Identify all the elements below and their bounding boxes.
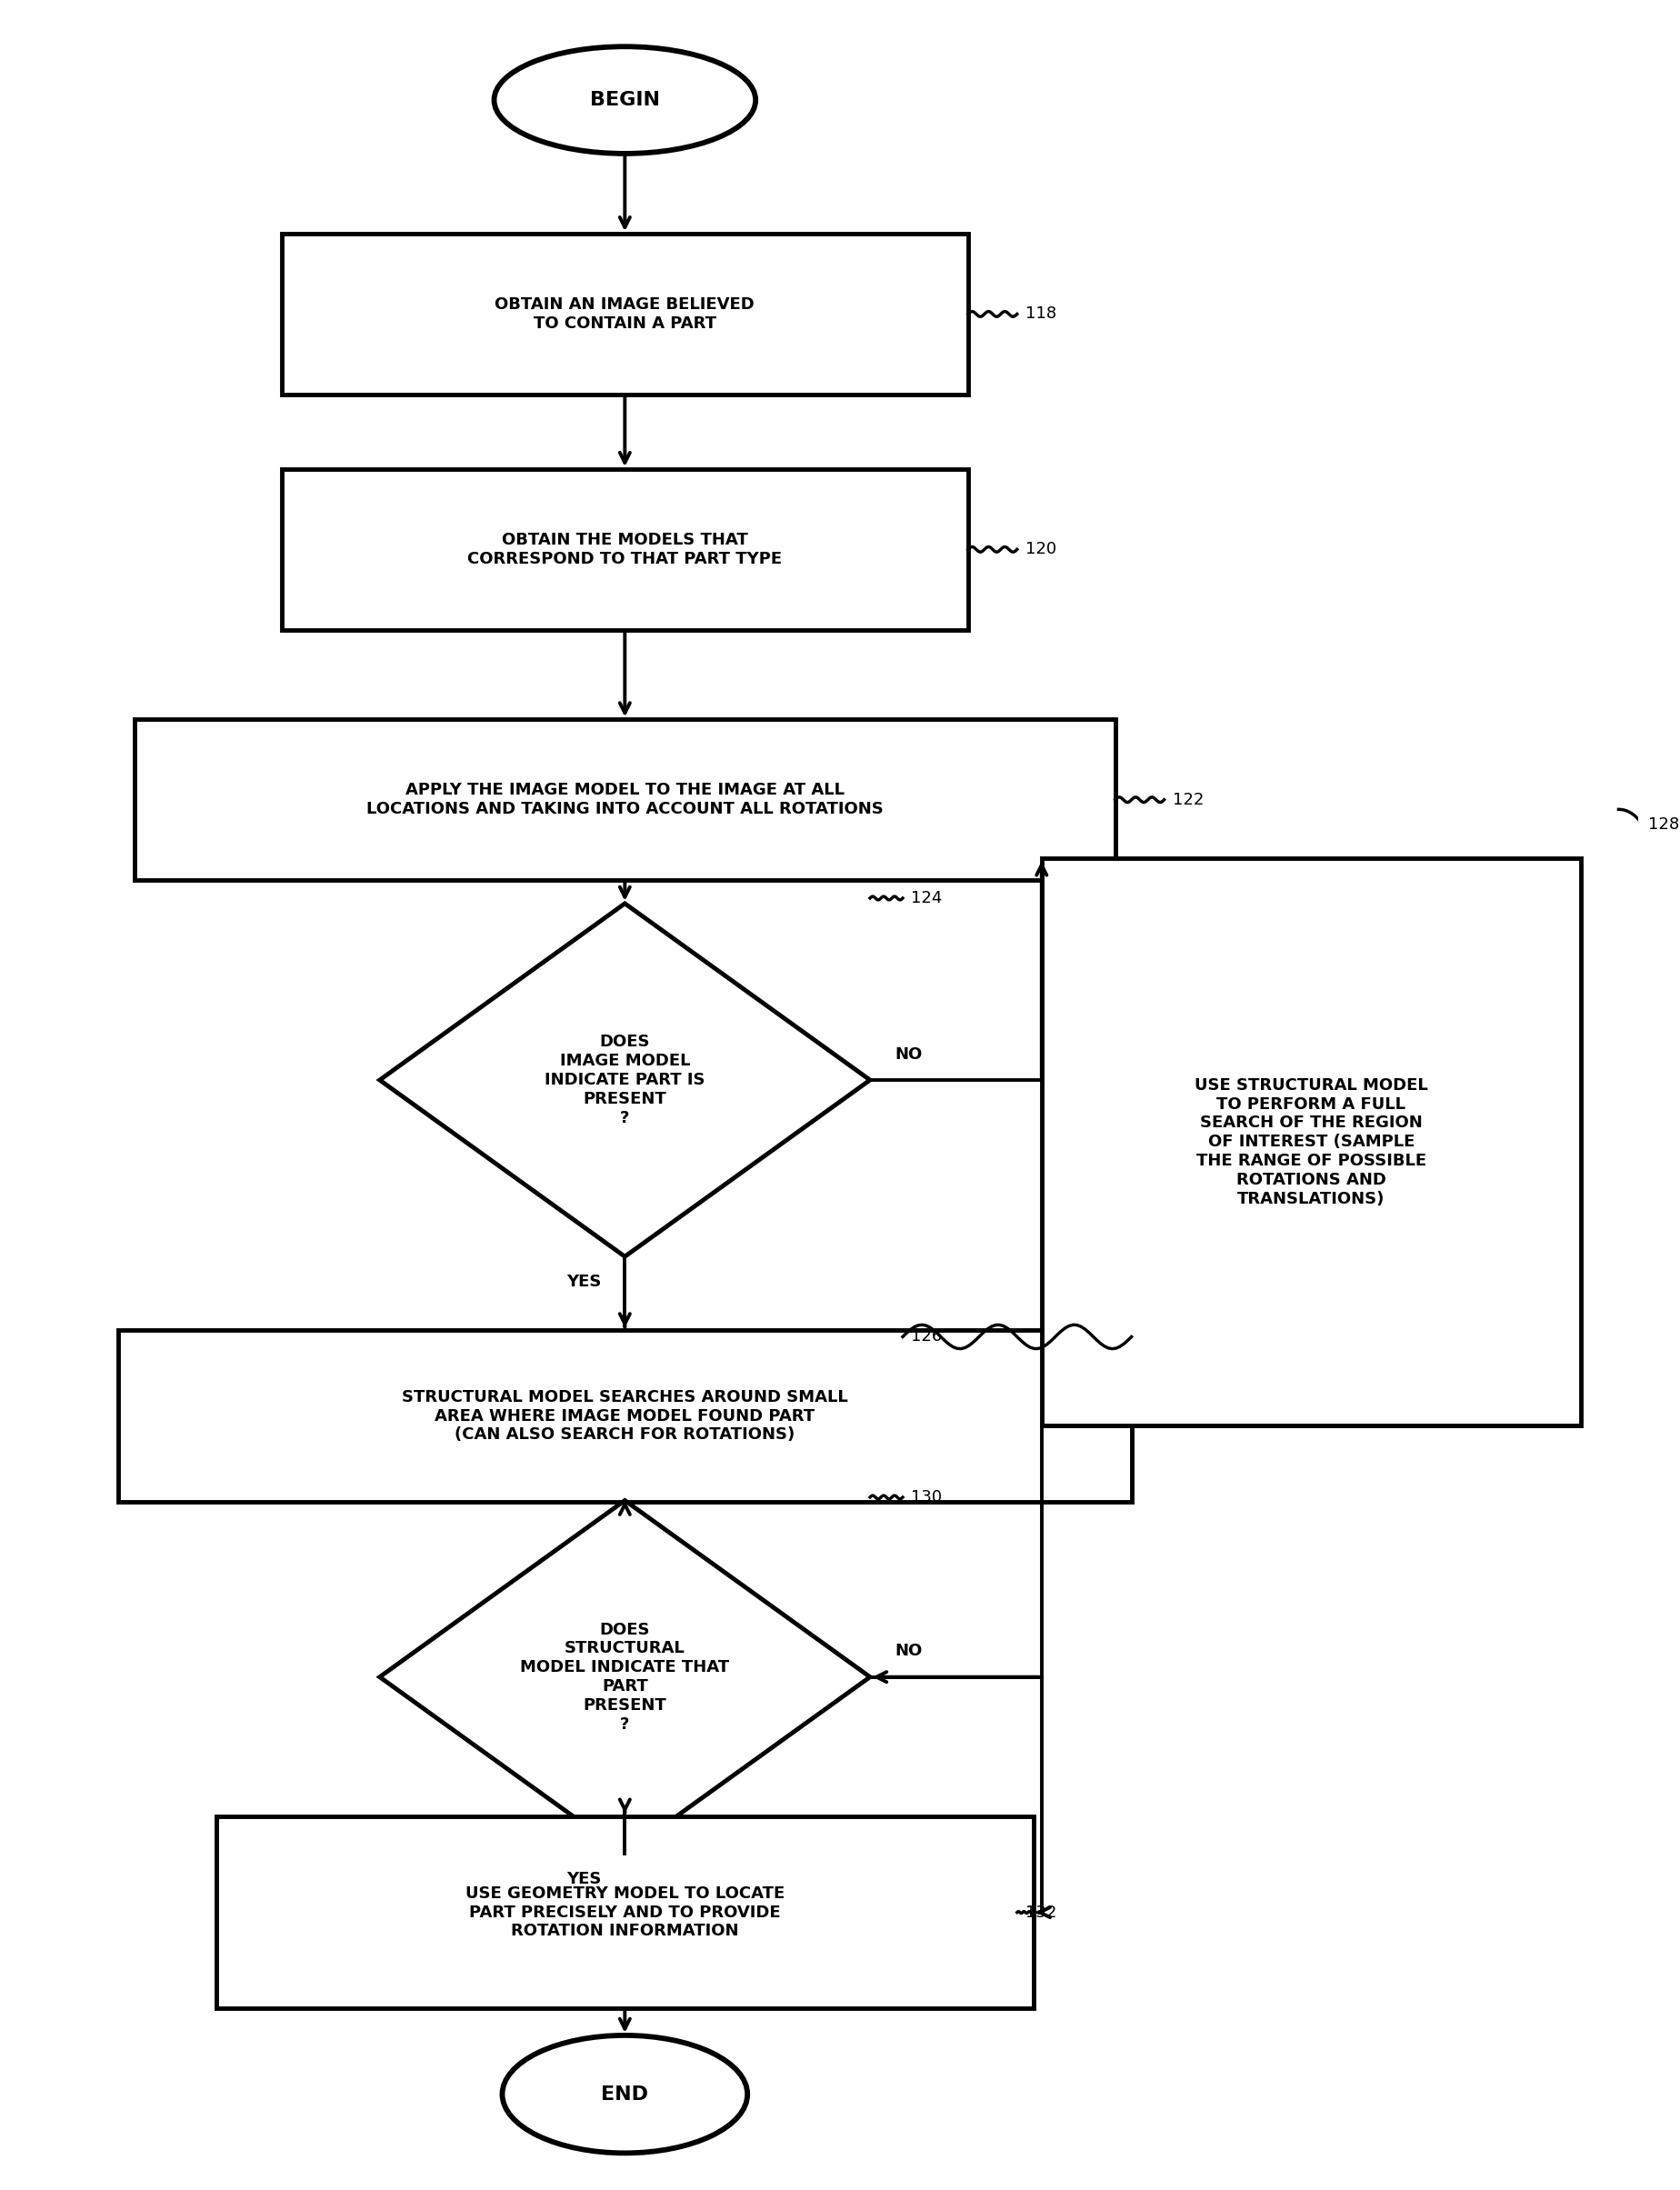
Text: 130: 130	[911, 1489, 941, 1505]
Bar	[282, 469, 968, 631]
Text: USE GEOMETRY MODEL TO LOCATE
PART PRECISELY AND TO PROVIDE
ROTATION INFORMATION: USE GEOMETRY MODEL TO LOCATE PART PRECIS…	[465, 1886, 785, 1940]
Text: OBTAIN AN IMAGE BELIEVED
TO CONTAIN A PART: OBTAIN AN IMAGE BELIEVED TO CONTAIN A PA…	[494, 296, 754, 331]
Ellipse shape	[502, 2035, 748, 2153]
Text: 132: 132	[1025, 1903, 1057, 1921]
Text: 118: 118	[1025, 307, 1055, 322]
Text: YES: YES	[566, 1275, 601, 1290]
Text: DOES
IMAGE MODEL
INDICATE PART IS
PRESENT
?: DOES IMAGE MODEL INDICATE PART IS PRESEN…	[544, 1034, 704, 1126]
Text: APPLY THE IMAGE MODEL TO THE IMAGE AT ALL
LOCATIONS AND TAKING INTO ACCOUNT ALL : APPLY THE IMAGE MODEL TO THE IMAGE AT AL…	[366, 782, 884, 817]
Text: 126: 126	[911, 1329, 941, 1345]
Text: 128: 128	[1646, 817, 1678, 832]
Text: 120: 120	[1025, 541, 1055, 558]
Ellipse shape	[494, 46, 756, 153]
Text: BEGIN: BEGIN	[590, 92, 660, 110]
Text: 122: 122	[1171, 791, 1203, 808]
Text: 124: 124	[911, 889, 941, 907]
Text: END: END	[601, 2085, 648, 2102]
Text: YES: YES	[566, 1870, 601, 1888]
Text: NO: NO	[894, 1642, 922, 1660]
Polygon shape	[380, 1500, 870, 1853]
Text: DOES
STRUCTURAL
MODEL INDICATE THAT
PART
PRESENT
?: DOES STRUCTURAL MODEL INDICATE THAT PART…	[521, 1621, 729, 1732]
Text: STRUCTURAL MODEL SEARCHES AROUND SMALL
AREA WHERE IMAGE MODEL FOUND PART
(CAN AL: STRUCTURAL MODEL SEARCHES AROUND SMALL A…	[402, 1388, 847, 1443]
Bar	[134, 721, 1114, 880]
Bar	[118, 1329, 1131, 1502]
Bar	[1042, 858, 1581, 1426]
Polygon shape	[380, 904, 870, 1257]
Text: NO: NO	[894, 1047, 922, 1062]
Bar	[282, 234, 968, 394]
Text: USE STRUCTURAL MODEL
TO PERFORM A FULL
SEARCH OF THE REGION
OF INTEREST (SAMPLE
: USE STRUCTURAL MODEL TO PERFORM A FULL S…	[1194, 1077, 1428, 1207]
Bar	[217, 1816, 1033, 2008]
Text: OBTAIN THE MODELS THAT
CORRESPOND TO THAT PART TYPE: OBTAIN THE MODELS THAT CORRESPOND TO THA…	[467, 532, 781, 567]
